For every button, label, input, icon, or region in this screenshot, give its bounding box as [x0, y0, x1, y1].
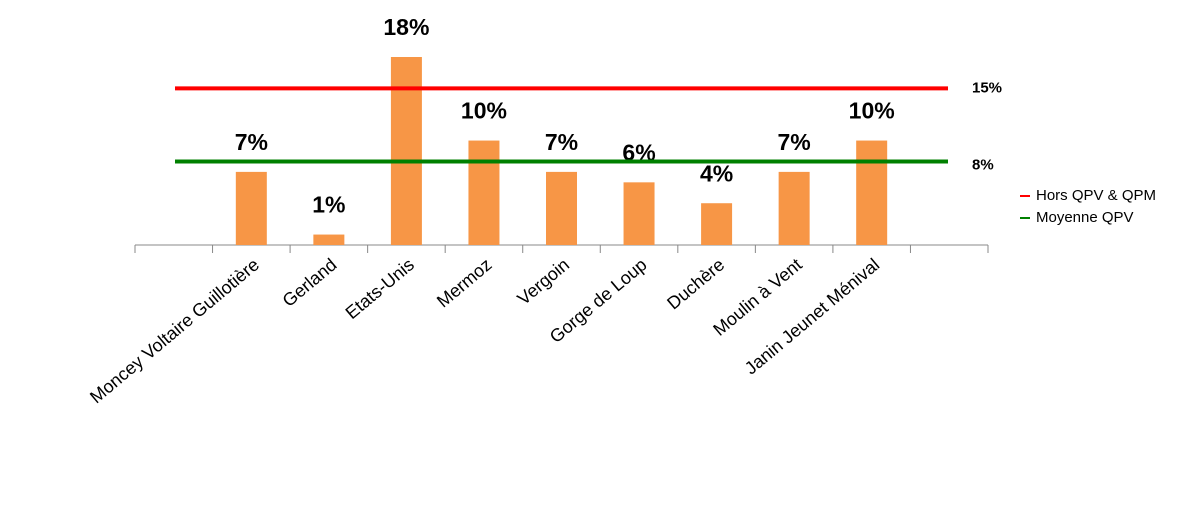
bar: [313, 234, 345, 245]
bar: [778, 171, 810, 245]
bar: [701, 203, 733, 245]
data-label: 1%: [312, 192, 345, 218]
data-label: 10%: [461, 98, 507, 124]
data-label: 7%: [235, 129, 268, 155]
x-tick-label: Moncey Voltaire Guillotière: [86, 254, 263, 407]
data-label: 4%: [700, 160, 733, 186]
x-tick-label: Gerland: [279, 254, 341, 310]
legend-label: Hors QPV & QPM: [1036, 187, 1156, 204]
bar: [546, 171, 577, 245]
data-label: 10%: [849, 98, 895, 124]
bar: [390, 57, 422, 245]
x-tick-label: Janin Jeunet Ménival: [741, 254, 883, 378]
x-tick-label: Vergoin: [513, 254, 573, 309]
reference-label: 8%: [972, 156, 994, 173]
bar: [623, 182, 655, 245]
data-label: 7%: [778, 129, 811, 155]
x-tick-label: Mermoz: [433, 254, 496, 311]
x-tick-label: Duchère: [663, 254, 728, 313]
bar: [468, 140, 500, 245]
bar: [235, 171, 267, 245]
x-tick-label: Etats-Unis: [342, 254, 418, 323]
bar: [856, 140, 888, 245]
legend-label: Moyenne QPV: [1036, 209, 1134, 226]
data-label: 7%: [545, 129, 578, 155]
data-label: 18%: [383, 14, 429, 40]
reference-label: 15%: [972, 79, 1002, 96]
